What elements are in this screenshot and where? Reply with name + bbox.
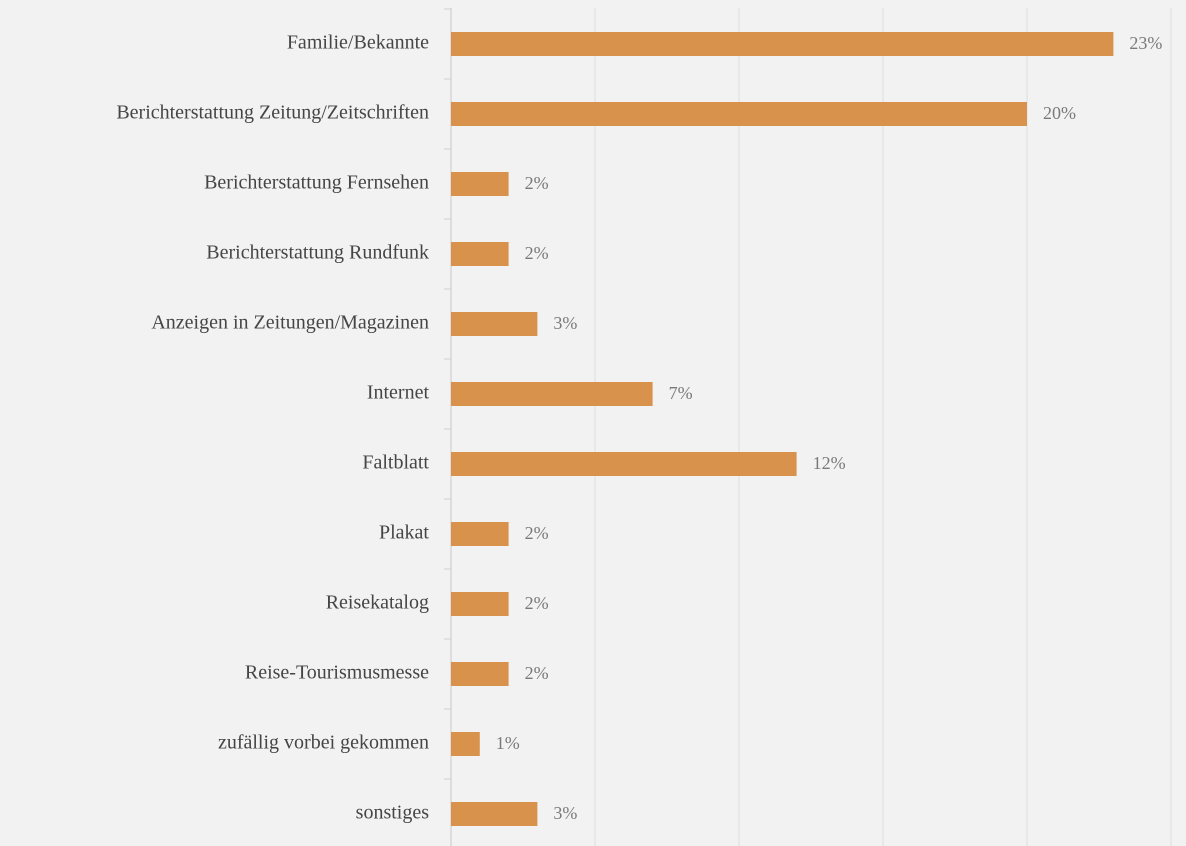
data-label: 2% [525,593,549,613]
y-tick-label: Berichterstattung Rundfunk [206,242,429,264]
data-label: 2% [525,663,549,683]
y-tick-label: Berichterstattung Zeitung/Zeitschriften [116,102,429,124]
data-label: 2% [525,173,549,193]
data-label: 2% [525,243,549,263]
y-tick-label: zufällig vorbei gekommen [218,732,429,754]
data-label: 1% [496,733,520,753]
bar [451,172,509,196]
bar [451,452,797,476]
bar [451,102,1027,126]
data-label: 3% [553,313,577,333]
data-label: 3% [553,803,577,823]
bar [451,522,509,546]
data-label: 23% [1129,33,1162,53]
bar [451,242,509,266]
y-tick-label: Reisekatalog [326,592,429,614]
data-label: 2% [525,523,549,543]
data-label: 20% [1043,103,1076,123]
bar [451,592,509,616]
y-tick-label: Internet [367,382,430,404]
bar [451,802,538,826]
bar [451,662,509,686]
bar [451,732,480,756]
y-tick-label: sonstiges [356,802,430,824]
bar [451,382,653,406]
data-label: 7% [669,383,693,403]
y-tick-label: Anzeigen in Zeitungen/Magazinen [151,312,429,334]
y-tick-label: Reise-Tourismusmesse [245,662,429,684]
y-tick-label: Faltblatt [362,452,429,474]
y-tick-label: Familie/Bekannte [287,32,429,54]
bar [451,32,1114,56]
data-label: 12% [813,453,846,473]
y-tick-label: Plakat [379,522,429,544]
bar [451,312,538,336]
y-tick-label: Berichterstattung Fernsehen [204,172,429,194]
